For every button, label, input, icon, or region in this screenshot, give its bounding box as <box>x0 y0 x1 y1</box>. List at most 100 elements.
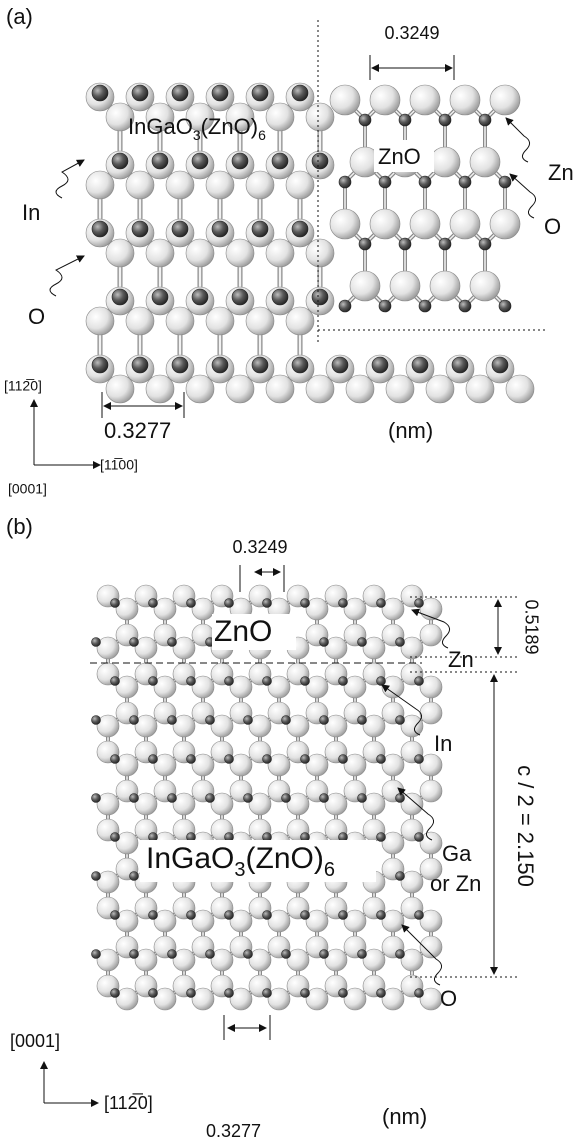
atom-large <box>86 307 114 335</box>
body: {"panel_a":{"label":"(a)","zno_spacing":… <box>0 0 578 1145</box>
atom-small <box>212 85 228 101</box>
figure: (a) 0.3249 InGaO3(ZnO)6 ZnO Zn In O O [1… <box>0 0 578 1145</box>
atom-small <box>130 638 139 647</box>
atom-label: O <box>28 304 45 329</box>
atom-large <box>450 209 480 239</box>
zno-label: ZnO <box>214 615 272 648</box>
atom-small <box>92 638 101 647</box>
atom-large <box>410 209 440 239</box>
atom-label: O <box>544 214 561 239</box>
atom-label: In <box>22 200 40 225</box>
direction-label: [0001] <box>8 481 47 497</box>
atom-small <box>292 85 308 101</box>
atom-small <box>132 357 148 373</box>
atom-small <box>130 794 139 803</box>
direction-label: [112̅0] <box>4 378 42 394</box>
formula-part: InGaO <box>146 842 234 875</box>
dimension-label: 0.3249 <box>232 537 287 557</box>
atom-large <box>106 239 134 267</box>
atom-small <box>111 599 120 608</box>
dimension-label: 0.3249 <box>384 23 439 43</box>
atom-small <box>168 716 177 725</box>
atom-small <box>415 989 424 998</box>
atom-large <box>286 171 314 199</box>
atom-label: or Zn <box>430 871 481 896</box>
atom-small <box>339 176 351 188</box>
atom-small <box>499 300 511 312</box>
atom-large <box>450 85 480 115</box>
atom-small <box>132 221 148 237</box>
atom-small <box>292 357 308 373</box>
atom-small <box>339 300 351 312</box>
atom-small <box>149 755 158 764</box>
atom-large <box>506 375 534 403</box>
atom-large <box>346 375 374 403</box>
page: Atomic structure figure html,body{margin… <box>0 0 578 1145</box>
atom-small <box>301 677 310 686</box>
atom-small <box>377 755 386 764</box>
atom-large <box>106 375 134 403</box>
atom-large <box>470 147 500 177</box>
atom-large <box>206 307 234 335</box>
atom-small <box>212 221 228 237</box>
atom-small <box>339 677 348 686</box>
atom-small <box>149 911 158 920</box>
atom-small <box>396 638 405 647</box>
direction-label: [112̅0] <box>104 1093 153 1113</box>
atom-small <box>206 950 215 959</box>
atom-small <box>252 221 268 237</box>
atom-large <box>410 85 440 115</box>
atom-small <box>372 357 388 373</box>
atom-small <box>92 85 108 101</box>
atom-label: Ga <box>442 841 472 866</box>
atom-large <box>306 239 334 267</box>
atom-small <box>206 794 215 803</box>
atom-small <box>292 221 308 237</box>
atom-small <box>192 153 208 169</box>
atom-small <box>396 950 405 959</box>
formula-sub: 6 <box>324 859 335 881</box>
atom-small <box>415 911 424 920</box>
atom-small <box>377 599 386 608</box>
atom-small <box>252 85 268 101</box>
atom-small <box>301 911 310 920</box>
atom-small <box>339 599 348 608</box>
atom-small <box>92 950 101 959</box>
atom-small <box>112 153 128 169</box>
atom-large <box>370 209 400 239</box>
atom-small <box>225 677 234 686</box>
atom-small <box>439 238 451 250</box>
atom-small <box>187 989 196 998</box>
atom-small <box>111 755 120 764</box>
atom-small <box>339 755 348 764</box>
formula-part: InGaO <box>128 114 193 139</box>
atom-large <box>266 375 294 403</box>
pointer <box>50 256 84 296</box>
atom-small <box>359 114 371 126</box>
atom-small <box>358 716 367 725</box>
atom-large <box>166 171 194 199</box>
atom-small <box>149 677 158 686</box>
atom-large <box>126 307 154 335</box>
atom-small <box>339 911 348 920</box>
atom-large <box>286 307 314 335</box>
atom-small <box>396 716 405 725</box>
atom-small <box>92 221 108 237</box>
atom-small <box>252 357 268 373</box>
atom-large <box>126 171 154 199</box>
atom-small <box>263 911 272 920</box>
atom-small <box>92 872 101 881</box>
atom-small <box>111 677 120 686</box>
atom-small <box>320 950 329 959</box>
atom-small <box>152 153 168 169</box>
atom-small <box>479 114 491 126</box>
atom-large <box>420 780 442 802</box>
atom-large <box>166 307 194 335</box>
atom-large <box>246 307 274 335</box>
atom-large <box>426 375 454 403</box>
atom-large <box>370 85 400 115</box>
atom-small <box>459 300 471 312</box>
atom-small <box>225 989 234 998</box>
pointer <box>56 160 84 198</box>
unit-label: (nm) <box>388 418 433 443</box>
